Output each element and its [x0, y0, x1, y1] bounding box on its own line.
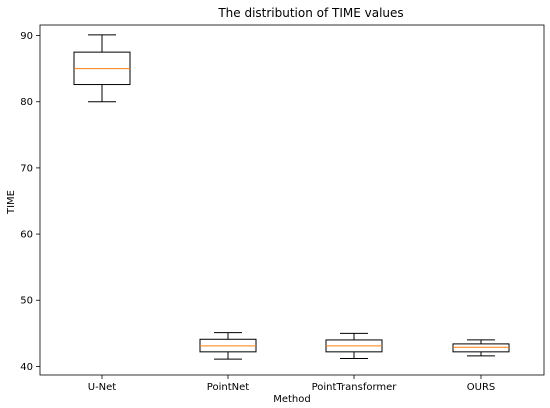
- x-axis: U-Net PointNet PointTransformer OURS: [88, 375, 495, 393]
- y-tick-label: 40: [20, 362, 33, 373]
- x-axis-title: Method: [273, 394, 311, 405]
- plot-area: [39, 24, 545, 376]
- iqr-box: [452, 343, 510, 353]
- box-pointtransformer: [325, 332, 383, 359]
- x-tick-label: PointTransformer: [312, 382, 398, 393]
- plot-frame: [39, 24, 545, 376]
- y-axis-title: TIME: [6, 190, 17, 215]
- y-tick-label: 70: [20, 163, 33, 174]
- y-tick-label: 80: [20, 97, 33, 108]
- x-tick-label: PointNet: [207, 382, 249, 393]
- x-tick-label: OURS: [467, 382, 496, 393]
- box-pointnet: [199, 332, 257, 360]
- box-u-net: [73, 34, 131, 103]
- chart-title: The distribution of TIME values: [217, 6, 403, 20]
- boxes: [73, 34, 510, 360]
- box-ours: [452, 339, 510, 357]
- y-tick-label: 90: [20, 31, 33, 42]
- y-tick-label: 60: [20, 230, 33, 241]
- y-axis: 40 50 60 70 80 90: [20, 31, 40, 373]
- x-tick-label: U-Net: [88, 382, 117, 393]
- y-tick-label: 50: [20, 296, 33, 307]
